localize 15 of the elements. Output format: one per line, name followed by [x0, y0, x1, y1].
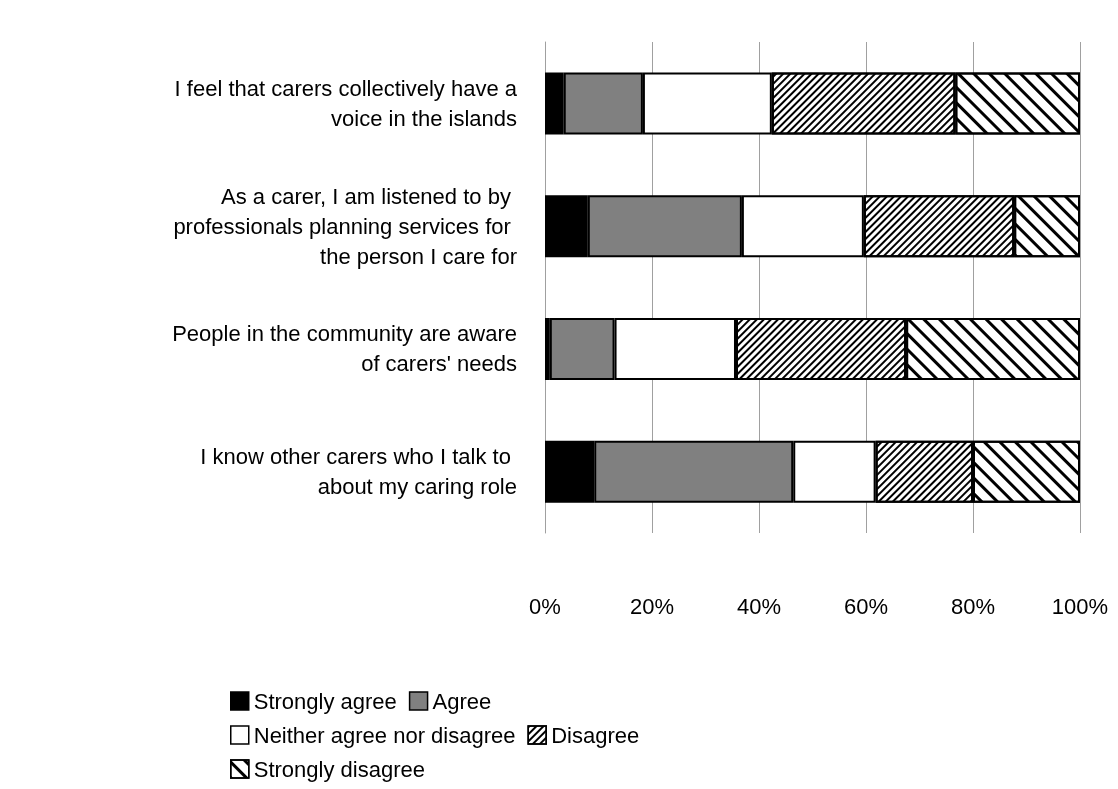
legend-label: Agree — [432, 688, 492, 714]
y-tick-label: As a carer, I am listened to by professionals planning services for the person I care for — [173, 183, 517, 269]
legend-label: Strongly disagree — [253, 756, 425, 782]
y-tick-label: I know other carers who I talk to about my caring role — [200, 444, 517, 500]
x-tick-label: 80% — [950, 593, 996, 619]
y-tick-label: People in the community are aware of carers' needs — [172, 321, 517, 377]
x-tick-label: 40% — [736, 593, 782, 619]
legend-label: Strongly agree — [253, 688, 397, 714]
x-tick-label: 100% — [1051, 593, 1109, 619]
x-tick-label: 20% — [629, 593, 675, 619]
x-tick-label: 0% — [529, 593, 561, 619]
legend-label: Disagree — [551, 722, 640, 748]
legend-label: Neither agree nor disagree — [253, 722, 516, 748]
y-tick-label: I feel that carers collectively have a voice in the islands — [174, 75, 518, 131]
x-tick-label: 60% — [843, 593, 889, 619]
